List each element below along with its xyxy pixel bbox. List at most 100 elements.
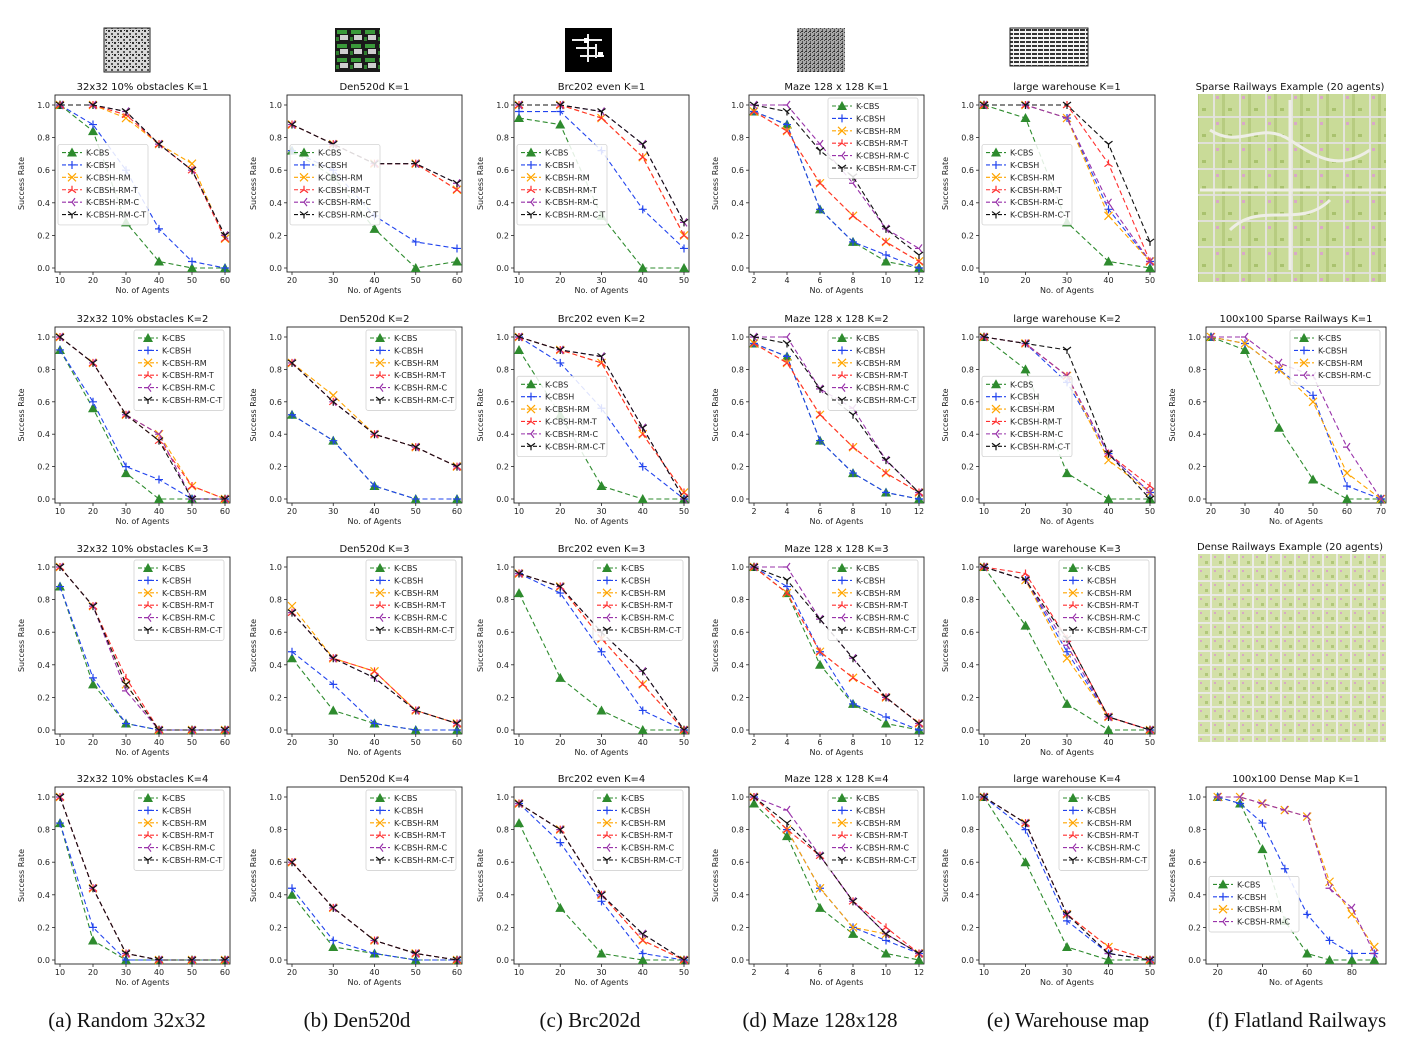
x-axis-label: No. of Agents [1269,517,1323,526]
maze-map-thumbnail [797,28,845,72]
x-axis-label: No. of Agents [810,517,864,526]
legend-label: K-CBS [394,564,417,573]
series-line [518,336,685,500]
y-axis-label: Success Rate [476,619,485,672]
marker-k-cbsh-rm-c-legend [300,197,308,207]
marker-k-cbsh-rm-c-t-legend [375,396,385,404]
legend-item: K-CBS [597,563,644,573]
legend-item: K-CBSH [138,346,191,355]
y-tick-label: 0.0 [269,956,282,965]
legend-item: K-CBSH-RM-T [62,186,138,195]
marker-k-cbsh-rm-c-1 [1236,792,1244,802]
chart-c1: Brc202 even K=1 0.0 0.2 0.4 0.6 0.8 1.0 10 20 30 4… [476,82,690,295]
legend-item: K-CBSH-RM [294,172,363,182]
legend-label: K-CBSH [856,346,885,355]
marker-k-cbsh-4 [1303,910,1312,919]
x-tick-label: 30 [121,968,131,977]
x-axis-label: No. of Agents [575,978,629,987]
legend-item: K-CBS [1063,563,1110,573]
series-line [291,651,457,731]
legend: K-CBS K-CBSH K-CBSH-RM K-CBSH-RM-T K-CBSH-RM… [133,329,225,411]
legend-label: K-CBSH-RM-C [162,614,216,623]
legend-item: K-CBSH-RM-T [597,831,673,840]
x-tick-label: 10 [979,738,989,747]
legend-item: K-CBSH-RM-T [138,371,214,380]
marker-k-cbs-2 [369,223,380,233]
marker-k-cbs-3 [154,494,164,503]
series-k-cbsh [56,345,229,503]
marker-k-cbsh-rm-legend [67,172,77,182]
legend-item: K-CBS [138,333,185,343]
legend-item: K-CBSH [1294,346,1347,355]
marker-k-cbsh-rm-c-t-5 [220,956,230,964]
x-tick-label: 40 [154,276,164,285]
legend-item: K-CBSH [370,346,423,355]
legend-item: K-CBSH-RM [138,818,207,828]
marker-k-cbsh-rm-t-1 [782,589,792,597]
legend-label: K-CBSH [1010,393,1039,402]
caption-warehouse: (e) Warehouse map [987,1008,1149,1032]
marker-k-cbsh-rm-t-legend [143,831,153,839]
marker-k-cbsh-rm-c-t-1 [555,826,565,834]
legend-item: K-CBS [986,379,1033,389]
y-tick-label: 0.6 [269,398,282,407]
y-tick-label: 0.2 [731,463,744,472]
series-line [1210,336,1381,500]
marker-k-cbs-6 [1346,955,1357,964]
legend-label: K-CBSH-RM-C-T [545,442,605,451]
x-tick-label: 50 [1308,507,1318,516]
marker-k-cbsh-rm-c-t-3 [411,160,421,168]
marker-k-cbsh-rm-c-t-0 [55,333,65,341]
marker-k-cbsh-rm-t-legend [1068,601,1078,609]
legend-label: K-CBS [621,794,644,803]
legend-label: K-CBSH-RM-T [545,186,597,195]
marker-k-cbsh-rm-c-t-1 [782,819,792,828]
legend-label: K-CBSH-RM-C [856,152,910,161]
legend-label: K-CBSH-RM-T [1010,417,1062,426]
legend-item: K-CBSH [294,160,347,170]
x-tick-label: 2 [751,507,756,516]
marker-k-cbsh-rm-c-legend [376,613,384,622]
legend-item: K-CBSH [138,576,191,585]
legend-item: K-CBSH-RM-C [521,429,599,439]
chart-title: Maze 128 x 128 K=1 [784,82,888,93]
legend-item: K-CBSH-RM-T [294,186,370,195]
marker-k-cbsh-rm-c-t-2 [121,411,131,419]
legend-item: K-CBSH-RM-T [521,417,597,426]
x-axis-label: No. of Agents [1040,748,1094,757]
marker-k-cbs-1 [88,126,98,136]
legend-item: K-CBSH-RM [521,404,590,414]
legend-label: K-CBSH-RM [318,173,363,182]
legend: K-CBS K-CBSH K-CBSH-RM K-CBSH-RM-C [1289,329,1381,386]
x-tick-label: 30 [596,968,606,977]
legend-label: K-CBSH-RM-C-T [162,396,222,405]
marker-k-cbsh-rm-c-t-1 [328,654,338,663]
marker-k-cbsh-3 [638,949,647,958]
marker-k-cbsh-rm-c-t-3 [848,654,858,663]
chart-c3: Brc202 even K=3 0.0 0.2 0.4 0.6 0.8 1.0 10 20 30 4… [476,544,690,757]
y-axis-label: Success Rate [249,619,258,672]
x-tick-label: 20 [1213,968,1223,977]
legend-label: K-CBS [86,149,109,158]
y-tick-label: 0.4 [961,891,974,900]
legend-item: K-CBSH-RM-C [1294,370,1372,380]
series-line [518,117,684,269]
legend-item: K-CBS [597,793,644,803]
marker-k-cbsh-legend [527,392,535,401]
marker-k-cbsh-rm-2 [1062,653,1072,663]
y-tick-label: 0.4 [496,891,509,900]
marker-k-cbsh-rm-legend [602,818,612,828]
legend-item: K-CBSH-RM-C [138,613,216,623]
legend: K-CBS K-CBSH K-CBSH-RM K-CBSH-RM-T K-CBSH-RM… [981,375,1073,458]
marker-k-cbsh-legend [603,806,611,815]
marker-k-cbsh-rm-c-t-5 [914,720,924,728]
marker-k-cbsh-1 [89,397,97,406]
marker-k-cbsh-rm-c-t-4 [187,166,197,175]
marker-k-cbs-2 [1274,422,1284,432]
y-axis-label: Success Rate [941,849,950,902]
marker-k-cbsh-rm-c-t-legend [837,164,847,172]
marker-k-cbs-7 [1369,955,1380,964]
marker-k-cbsh-legend [992,160,1000,169]
y-tick-label: 0.6 [37,858,50,867]
marker-k-cbsh-3 [155,475,163,484]
